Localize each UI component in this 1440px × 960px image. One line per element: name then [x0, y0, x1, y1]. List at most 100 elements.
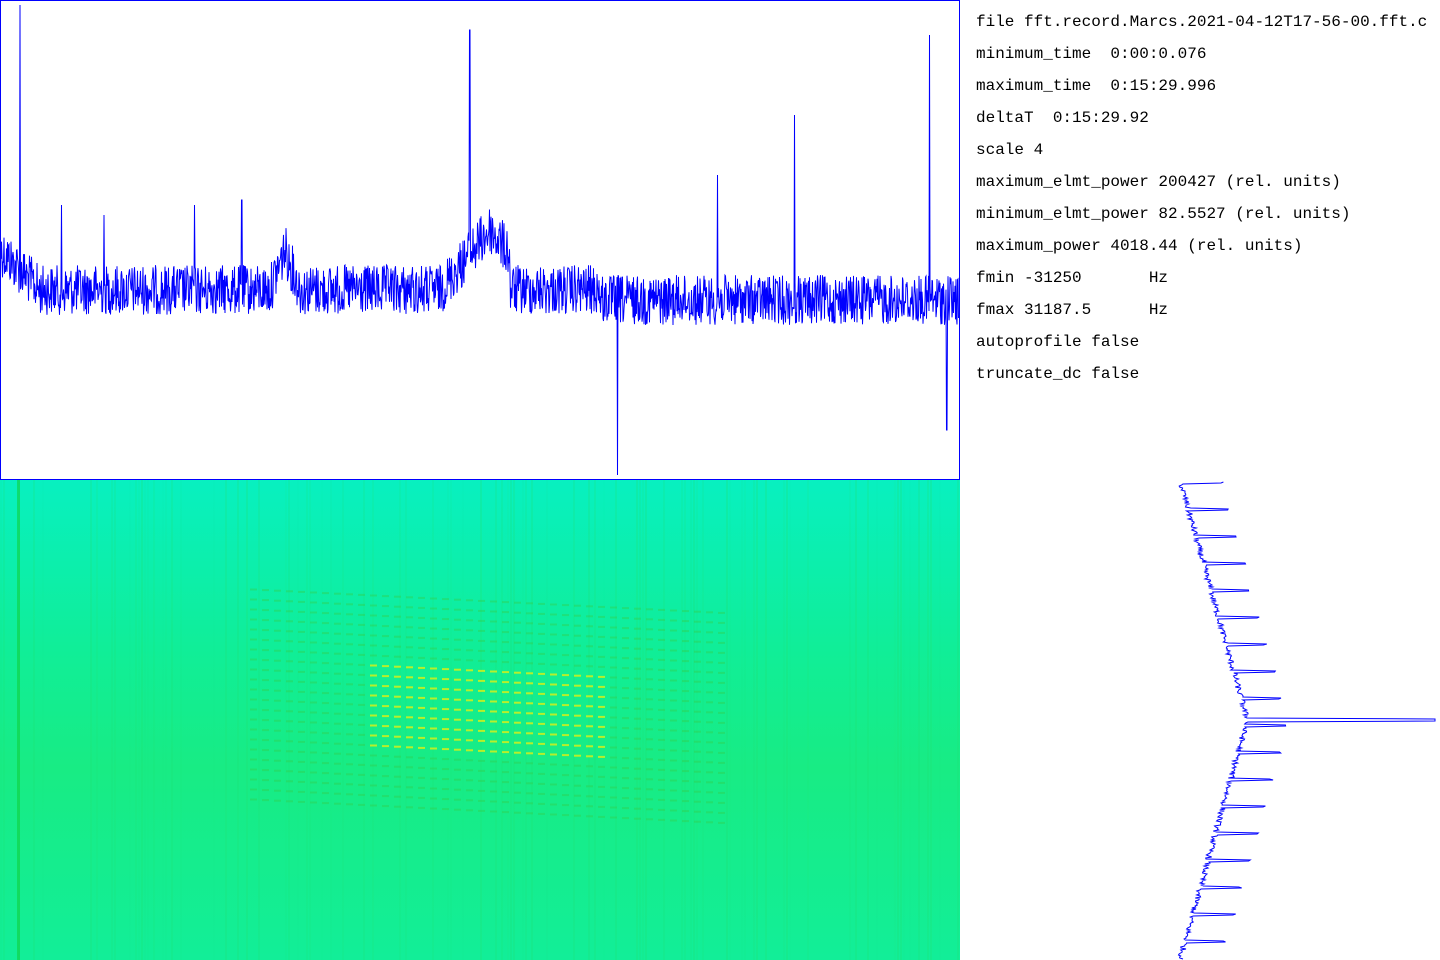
- spectrogram-dash: [694, 760, 701, 763]
- spectrogram-dash: [466, 619, 473, 622]
- spectrogram-dash: [454, 648, 461, 651]
- spectrogram-stripe: [744, 480, 746, 960]
- spectrogram-dash: [502, 621, 509, 624]
- spectrogram-dash: [550, 653, 557, 656]
- spectrogram-dash: [334, 702, 341, 705]
- spectrogram-dash: [670, 609, 677, 612]
- spectrogram-dash: [634, 707, 641, 710]
- spectrogram-dash: [526, 792, 533, 795]
- spectrogram-dash: [538, 712, 545, 715]
- spectrogram-dash: [478, 699, 485, 702]
- spectrogram-dash: [598, 605, 605, 608]
- spectrogram-dash: [718, 611, 725, 614]
- spectrogram-stripe: [114, 480, 116, 960]
- spectrogram-dash: [274, 669, 281, 672]
- spectrogram-dash: [538, 652, 545, 655]
- spectrogram-dash: [694, 710, 701, 713]
- spectrogram-dash: [658, 618, 665, 621]
- spectrogram-dash: [478, 719, 485, 722]
- spectrogram-dash: [514, 631, 521, 634]
- spectrogram-dash: [658, 668, 665, 671]
- spectrogram-dash: [454, 778, 461, 781]
- spectrogram-dash: [550, 763, 557, 766]
- spectrogram-dash: [454, 788, 461, 791]
- spectrogram-stripe: [531, 480, 533, 960]
- spectrogram-dash: [382, 775, 389, 778]
- spectrogram-dash: [430, 727, 437, 730]
- spectrogram-dash: [358, 803, 365, 806]
- spectrogram-dash: [610, 726, 617, 729]
- spectrogram-dash: [706, 821, 713, 824]
- spectrogram-dash: [694, 690, 701, 693]
- spectrogram-dash: [598, 675, 605, 678]
- spectrogram-stripe: [765, 480, 767, 960]
- spectrogram-dash: [670, 709, 677, 712]
- spectrogram-dash: [274, 719, 281, 722]
- spectrogram-stripe: [399, 480, 401, 960]
- spectrogram-dash: [598, 705, 605, 708]
- spectrogram-dash: [250, 798, 257, 801]
- spectrogram-stripe: [753, 480, 755, 960]
- spectrogram-dash: [526, 712, 533, 715]
- spectrogram-dash: [418, 686, 425, 689]
- spectrogram-dash: [562, 794, 569, 797]
- spectrogram-dash: [262, 759, 269, 762]
- spectrogram-dash: [598, 645, 605, 648]
- spectrogram-dash: [358, 783, 365, 786]
- spectrogram-stripe: [693, 480, 695, 960]
- spectrogram-dash: [538, 762, 545, 765]
- spectrogram-dash: [526, 662, 533, 665]
- spectrogram-dash: [610, 636, 617, 639]
- spectrogram-dash: [346, 653, 353, 656]
- spectrogram-dash: [406, 736, 413, 739]
- spectrogram-dash: [718, 671, 725, 674]
- spectrogram-dash: [670, 629, 677, 632]
- spectrogram-dash: [310, 671, 317, 674]
- spectrogram-dash: [454, 618, 461, 621]
- spectrogram-dash: [502, 691, 509, 694]
- spectrogram-dash: [490, 650, 497, 653]
- spectrogram-dash: [274, 759, 281, 762]
- spectrogram-dash: [274, 589, 281, 592]
- spectrogram-dash: [382, 665, 389, 668]
- spectrogram-dash: [574, 744, 581, 747]
- spectrogram-dash: [682, 700, 689, 703]
- spectrogram-dash: [310, 731, 317, 734]
- spectrogram-dash: [514, 751, 521, 754]
- spectrogram-stripe: [726, 480, 728, 960]
- spectrogram-dash: [322, 612, 329, 615]
- spectrogram-dash: [574, 784, 581, 787]
- spectrogram-dash: [370, 704, 377, 707]
- spectrogram-dash: [706, 651, 713, 654]
- spectrogram-stripe: [807, 480, 809, 960]
- spectrogram-dash: [586, 635, 593, 638]
- spectrogram-dash: [394, 705, 401, 708]
- spectrogram-dash: [442, 688, 449, 691]
- spectrogram-dash: [286, 630, 293, 633]
- spectrogram-dash: [478, 639, 485, 642]
- spectrogram-dash: [298, 710, 305, 713]
- spectrogram-dash: [334, 742, 341, 745]
- spectrogram-dash: [466, 629, 473, 632]
- spectrogram-dash: [658, 608, 665, 611]
- spectrogram-stripe: [405, 480, 407, 960]
- spectrogram-dash: [538, 702, 545, 705]
- spectrogram-dash: [334, 782, 341, 785]
- spectrogram-dash: [658, 778, 665, 781]
- spectrogram-dash: [406, 676, 413, 679]
- spectrogram-dash: [298, 720, 305, 723]
- spectrogram-dash: [310, 701, 317, 704]
- spectrogram-dash: [406, 656, 413, 659]
- spectrogram-dash: [406, 756, 413, 759]
- spectrogram-dash: [622, 817, 629, 820]
- spectrogram-dash: [490, 770, 497, 773]
- spectrogram-dash: [718, 661, 725, 664]
- spectrogram-dash: [262, 739, 269, 742]
- spectrogram-dash: [526, 812, 533, 815]
- spectrogram-dash: [658, 728, 665, 731]
- spectrogram-dash: [622, 677, 629, 680]
- spectrogram-dash: [622, 767, 629, 770]
- spectrogram-dash: [322, 782, 329, 785]
- spectrogram-stripe: [525, 480, 527, 960]
- spectrogram-dash: [634, 637, 641, 640]
